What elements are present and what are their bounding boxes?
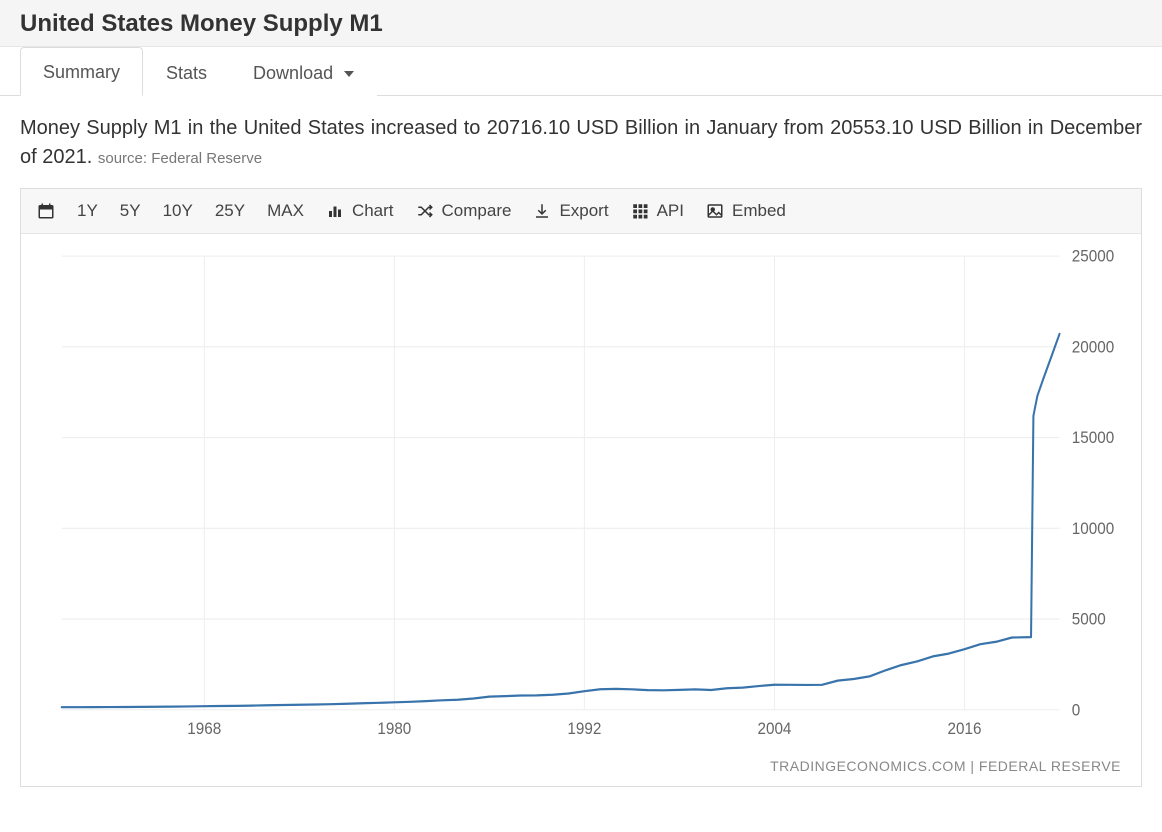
range-5y[interactable]: 5Y bbox=[120, 201, 141, 221]
chart-attribution: TRADINGECONOMICS.COM | FEDERAL RESERVE bbox=[21, 754, 1141, 786]
range-label: 1Y bbox=[77, 201, 98, 221]
range-25y[interactable]: 25Y bbox=[215, 201, 245, 221]
shuffle-icon bbox=[416, 202, 434, 220]
svg-text:1980: 1980 bbox=[377, 721, 411, 739]
tab-label: Summary bbox=[43, 62, 120, 82]
description-source: source: Federal Reserve bbox=[98, 150, 262, 167]
chart-panel: 1Y 5Y 10Y 25Y MAX Chart Compare Export bbox=[20, 188, 1142, 787]
grid-icon bbox=[631, 202, 649, 220]
svg-text:0: 0 bbox=[1072, 702, 1081, 720]
compare-button[interactable]: Compare bbox=[416, 201, 512, 221]
svg-text:25000: 25000 bbox=[1072, 248, 1115, 266]
line-chart: 0 5000 10000 15000 20000 25000 1968 1980 1992 200… bbox=[21, 234, 1141, 754]
toolbar-label: API bbox=[657, 201, 684, 221]
chart-toolbar: 1Y 5Y 10Y 25Y MAX Chart Compare Export bbox=[21, 189, 1141, 234]
range-label: 10Y bbox=[163, 201, 193, 221]
tabs: Summary Stats Download bbox=[0, 47, 1162, 96]
svg-text:5000: 5000 bbox=[1072, 611, 1106, 629]
svg-text:2004: 2004 bbox=[757, 721, 791, 739]
svg-text:10000: 10000 bbox=[1072, 520, 1115, 538]
tab-label: Stats bbox=[166, 63, 207, 83]
svg-text:2016: 2016 bbox=[948, 721, 982, 739]
toolbar-label: Embed bbox=[732, 201, 786, 221]
tab-summary[interactable]: Summary bbox=[20, 47, 143, 96]
range-max[interactable]: MAX bbox=[267, 201, 304, 221]
svg-text:1968: 1968 bbox=[187, 721, 221, 739]
tab-stats[interactable]: Stats bbox=[143, 48, 230, 96]
range-1y[interactable]: 1Y bbox=[77, 201, 98, 221]
image-icon bbox=[706, 202, 724, 220]
chart-type-button[interactable]: Chart bbox=[326, 201, 394, 221]
svg-text:1992: 1992 bbox=[567, 721, 601, 739]
caret-down-icon bbox=[344, 71, 354, 77]
export-button[interactable]: Export bbox=[533, 201, 608, 221]
calendar-icon[interactable] bbox=[37, 202, 55, 220]
tab-label: Download bbox=[253, 63, 333, 83]
header-bar: United States Money Supply M1 bbox=[0, 0, 1162, 47]
api-button[interactable]: API bbox=[631, 201, 684, 221]
toolbar-label: Compare bbox=[442, 201, 512, 221]
svg-text:15000: 15000 bbox=[1072, 430, 1115, 448]
page-title: United States Money Supply M1 bbox=[20, 10, 1142, 38]
embed-button[interactable]: Embed bbox=[706, 201, 786, 221]
bar-chart-icon bbox=[326, 202, 344, 220]
range-10y[interactable]: 10Y bbox=[163, 201, 193, 221]
description: Money Supply M1 in the United States inc… bbox=[0, 96, 1162, 178]
download-icon bbox=[533, 202, 551, 220]
svg-text:20000: 20000 bbox=[1072, 339, 1115, 357]
toolbar-label: Export bbox=[559, 201, 608, 221]
chart-area: 0 5000 10000 15000 20000 25000 1968 1980 1992 200… bbox=[21, 234, 1141, 754]
range-label: 5Y bbox=[120, 201, 141, 221]
range-label: 25Y bbox=[215, 201, 245, 221]
range-label: MAX bbox=[267, 201, 304, 221]
tab-download[interactable]: Download bbox=[230, 48, 377, 96]
toolbar-label: Chart bbox=[352, 201, 394, 221]
